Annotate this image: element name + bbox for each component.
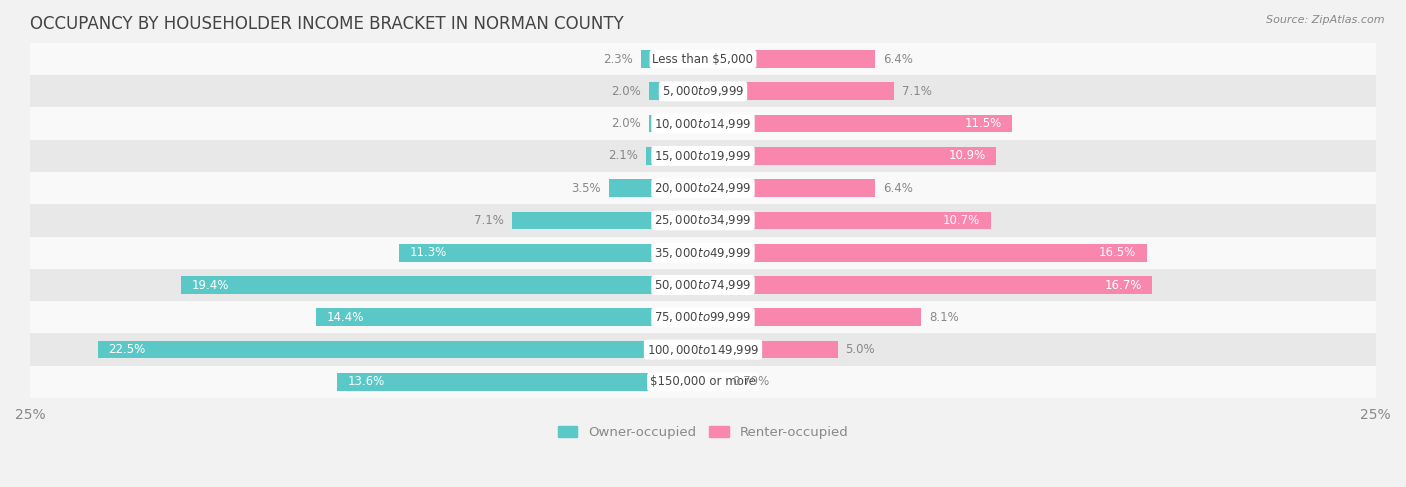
Text: 11.3%: 11.3% (409, 246, 447, 259)
Text: 2.0%: 2.0% (612, 85, 641, 98)
Bar (650, 82, 703, 100)
Bar (703, 308, 921, 326)
Bar (31, 108, 1375, 140)
Bar (31, 301, 1375, 334)
Text: 16.5%: 16.5% (1099, 246, 1136, 259)
Text: 5.0%: 5.0% (845, 343, 875, 356)
Bar (641, 50, 703, 68)
Bar (512, 211, 703, 229)
Bar (703, 82, 894, 100)
Text: 8.1%: 8.1% (929, 311, 959, 324)
Text: $20,000 to $24,999: $20,000 to $24,999 (654, 181, 752, 195)
Bar (31, 140, 1375, 172)
Bar (181, 276, 703, 294)
Bar (31, 366, 1375, 398)
Bar (703, 211, 991, 229)
Text: Less than $5,000: Less than $5,000 (652, 53, 754, 66)
Bar (31, 334, 1375, 366)
Text: 6.4%: 6.4% (883, 182, 912, 195)
Bar (703, 373, 724, 391)
Text: 3.5%: 3.5% (571, 182, 600, 195)
Bar (703, 244, 1147, 262)
Text: 22.5%: 22.5% (108, 343, 146, 356)
Text: OCCUPANCY BY HOUSEHOLDER INCOME BRACKET IN NORMAN COUNTY: OCCUPANCY BY HOUSEHOLDER INCOME BRACKET … (31, 15, 624, 33)
Text: 2.0%: 2.0% (612, 117, 641, 130)
Bar (31, 269, 1375, 301)
Text: 19.4%: 19.4% (191, 279, 229, 292)
Text: 10.9%: 10.9% (948, 150, 986, 162)
Text: 2.1%: 2.1% (609, 150, 638, 162)
Text: 14.4%: 14.4% (326, 311, 364, 324)
Bar (31, 43, 1375, 75)
Bar (31, 75, 1375, 108)
Text: $150,000 or more: $150,000 or more (650, 375, 756, 388)
Text: 10.7%: 10.7% (943, 214, 980, 227)
Bar (647, 147, 703, 165)
Text: $25,000 to $34,999: $25,000 to $34,999 (654, 213, 752, 227)
Text: $75,000 to $99,999: $75,000 to $99,999 (654, 310, 752, 324)
Bar (337, 373, 703, 391)
Text: 16.7%: 16.7% (1104, 279, 1142, 292)
Bar (703, 50, 875, 68)
Text: $35,000 to $49,999: $35,000 to $49,999 (654, 246, 752, 260)
Bar (703, 147, 997, 165)
Text: $5,000 to $9,999: $5,000 to $9,999 (662, 84, 744, 98)
Text: 0.79%: 0.79% (733, 375, 769, 388)
Bar (97, 341, 703, 358)
Text: $10,000 to $14,999: $10,000 to $14,999 (654, 116, 752, 131)
Bar (609, 179, 703, 197)
Text: $15,000 to $19,999: $15,000 to $19,999 (654, 149, 752, 163)
Text: $100,000 to $149,999: $100,000 to $149,999 (647, 342, 759, 356)
Bar (703, 341, 838, 358)
Text: Source: ZipAtlas.com: Source: ZipAtlas.com (1267, 15, 1385, 25)
Bar (703, 276, 1153, 294)
Text: $50,000 to $74,999: $50,000 to $74,999 (654, 278, 752, 292)
Bar (650, 115, 703, 132)
Bar (703, 115, 1012, 132)
Bar (703, 179, 875, 197)
Bar (399, 244, 703, 262)
Bar (31, 205, 1375, 237)
Text: 7.1%: 7.1% (903, 85, 932, 98)
Text: 11.5%: 11.5% (965, 117, 1001, 130)
Text: 6.4%: 6.4% (883, 53, 912, 66)
Bar (31, 172, 1375, 205)
Text: 2.3%: 2.3% (603, 53, 633, 66)
Text: 13.6%: 13.6% (347, 375, 385, 388)
Bar (31, 237, 1375, 269)
Legend: Owner-occupied, Renter-occupied: Owner-occupied, Renter-occupied (553, 421, 853, 445)
Text: 7.1%: 7.1% (474, 214, 503, 227)
Bar (315, 308, 703, 326)
